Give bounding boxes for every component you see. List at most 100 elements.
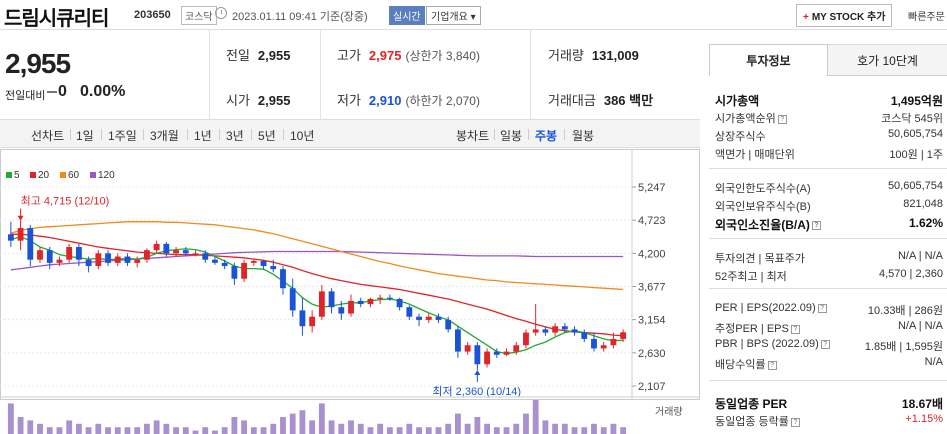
low-label: 저가 [337,93,361,108]
y-tick-label: 5,247 [638,182,666,194]
legend-swatch [6,172,12,178]
open-value: 2,955 [257,93,291,108]
invest-info-row: PER | EPS(2022.09)? 10.33배 | 286원 [715,300,943,320]
prev-close-label: 전일 [226,48,250,63]
chart-period-bar: 선차트 1일 1주일 3개월 1년 3년 5년 10년 봉차트 일봉 주봉 월봉 [0,120,700,148]
help-icon[interactable]: ? [767,360,777,370]
current-price: 2,955 [5,48,71,79]
volume-bar [75,423,82,434]
candle-body [591,338,597,349]
candle-body [37,250,43,260]
invest-info-key: 시가총액순위? [715,110,787,126]
realtime-button[interactable]: 실시간 [389,6,425,25]
help-icon[interactable]: ? [790,417,800,427]
candle-body [445,319,452,330]
tab-period-1y[interactable]: 1년 [194,129,212,143]
candle-body [552,326,559,333]
candle-body [17,228,24,241]
stock-name: 드림시큐리티 [4,8,109,30]
candle-body [328,291,335,308]
volume-bar [552,423,559,434]
candle-body [416,316,422,320]
invest-info-key: 추정PER | EPS? [715,320,800,336]
price-chart: 5,247 4,723 4,200 3,677 3,154 2,630 2,107 5 20 60… [0,149,700,434]
timestamp: 2023.01.11 09:41 기준(장중) [232,11,368,23]
company-overview-dropdown[interactable]: 기업개요 ▾ [426,6,481,25]
help-icon[interactable]: ? [811,221,821,231]
stock-code: 203650 [134,9,171,21]
tab-period-5y[interactable]: 5년 [258,129,276,143]
flat-icon [47,91,57,93]
volume-bar [192,430,199,434]
add-mystock-button[interactable]: + MY STOCK 추가 [796,4,893,27]
candle-chart-label: 봉차트 [456,129,490,143]
volume-bar [484,423,490,434]
volume-bar [386,427,393,434]
candle-body [212,259,218,263]
invest-info-value: 코스닥 545위 [881,113,943,125]
divider [251,129,252,140]
amount-label: 거래대금 [548,93,596,108]
tab-invest-info[interactable]: 투자정보 [709,44,828,76]
help-icon[interactable]: ? [820,339,830,349]
candle-body [289,288,296,311]
candle-body [338,307,345,314]
candle-body [571,329,578,333]
invest-info-key: 외국인보유주식수(B) [715,201,811,213]
legend-label: 20 [38,170,50,181]
invest-info-key: 52주최고 | 최저 [715,271,787,283]
candle-body [620,332,627,339]
tab-candle-daily[interactable]: 일봉 [500,129,523,143]
tab-period-3y[interactable]: 3년 [226,129,244,143]
candle-body [318,291,325,317]
candle-body [192,253,199,255]
volume-stat: 거래량 131,009 [548,45,639,64]
invest-info-key: 시가총액 [715,94,760,108]
help-icon[interactable]: ? [817,303,827,313]
y-tick-label: 2,107 [638,381,666,393]
volume-bar [144,423,150,434]
candle-body [270,266,277,270]
invest-info-row: 추정PER | EPS? N/A | N/A [715,318,943,338]
quick-order-link[interactable]: 빠른주문 [908,12,945,23]
tab-period-1d[interactable]: 1일 [76,129,94,143]
line-chart-label: 선차트 [31,129,65,143]
volume-bar [280,417,286,434]
open-label: 시가 [226,93,250,108]
candle-body [435,316,442,320]
candle-body [455,329,461,352]
high-value: 2,975 [368,48,402,63]
plus-icon: + [803,12,809,23]
price-chart-svg: 5,247 4,723 4,200 3,677 3,154 2,630 2,107 5 20 60… [0,149,700,434]
help-icon[interactable]: ? [790,324,800,334]
amount-value: 386 백만 [603,93,654,108]
tab-period-1w[interactable]: 1주일 [108,129,137,143]
tab-period-10y[interactable]: 10년 [290,129,315,143]
change-percent: 0.00% [80,83,126,100]
volume-bar [309,420,316,434]
ma5-line [10,236,624,355]
divider [187,129,188,140]
candle-body [561,326,568,330]
volume-bar [56,427,63,434]
invest-info-key: 외국인소진율(B/A)? [715,216,821,233]
candle-body [406,307,413,317]
divider [320,30,321,120]
invest-info-row: 동일업종 등락률? +1.15% [715,411,943,431]
y-tick-label: 4,200 [638,248,666,260]
help-icon[interactable]: ? [777,114,787,124]
volume-bar [532,400,539,434]
candle-body [66,247,73,260]
ma120-line [10,250,624,271]
volume-bar [270,423,277,434]
candle-body [163,243,170,254]
tab-candle-weekly[interactable]: 주봉 [535,129,558,143]
tab-orderbook[interactable]: 호가 10단계 [828,44,947,76]
tab-period-3m[interactable]: 3개월 [150,129,179,143]
divider [709,288,947,289]
tab-candle-monthly[interactable]: 월봉 [572,129,595,143]
high-stat: 고가 2,975 (상한가 3,840) [337,45,480,64]
volume-bar [17,417,24,434]
volume-bar [348,420,354,434]
